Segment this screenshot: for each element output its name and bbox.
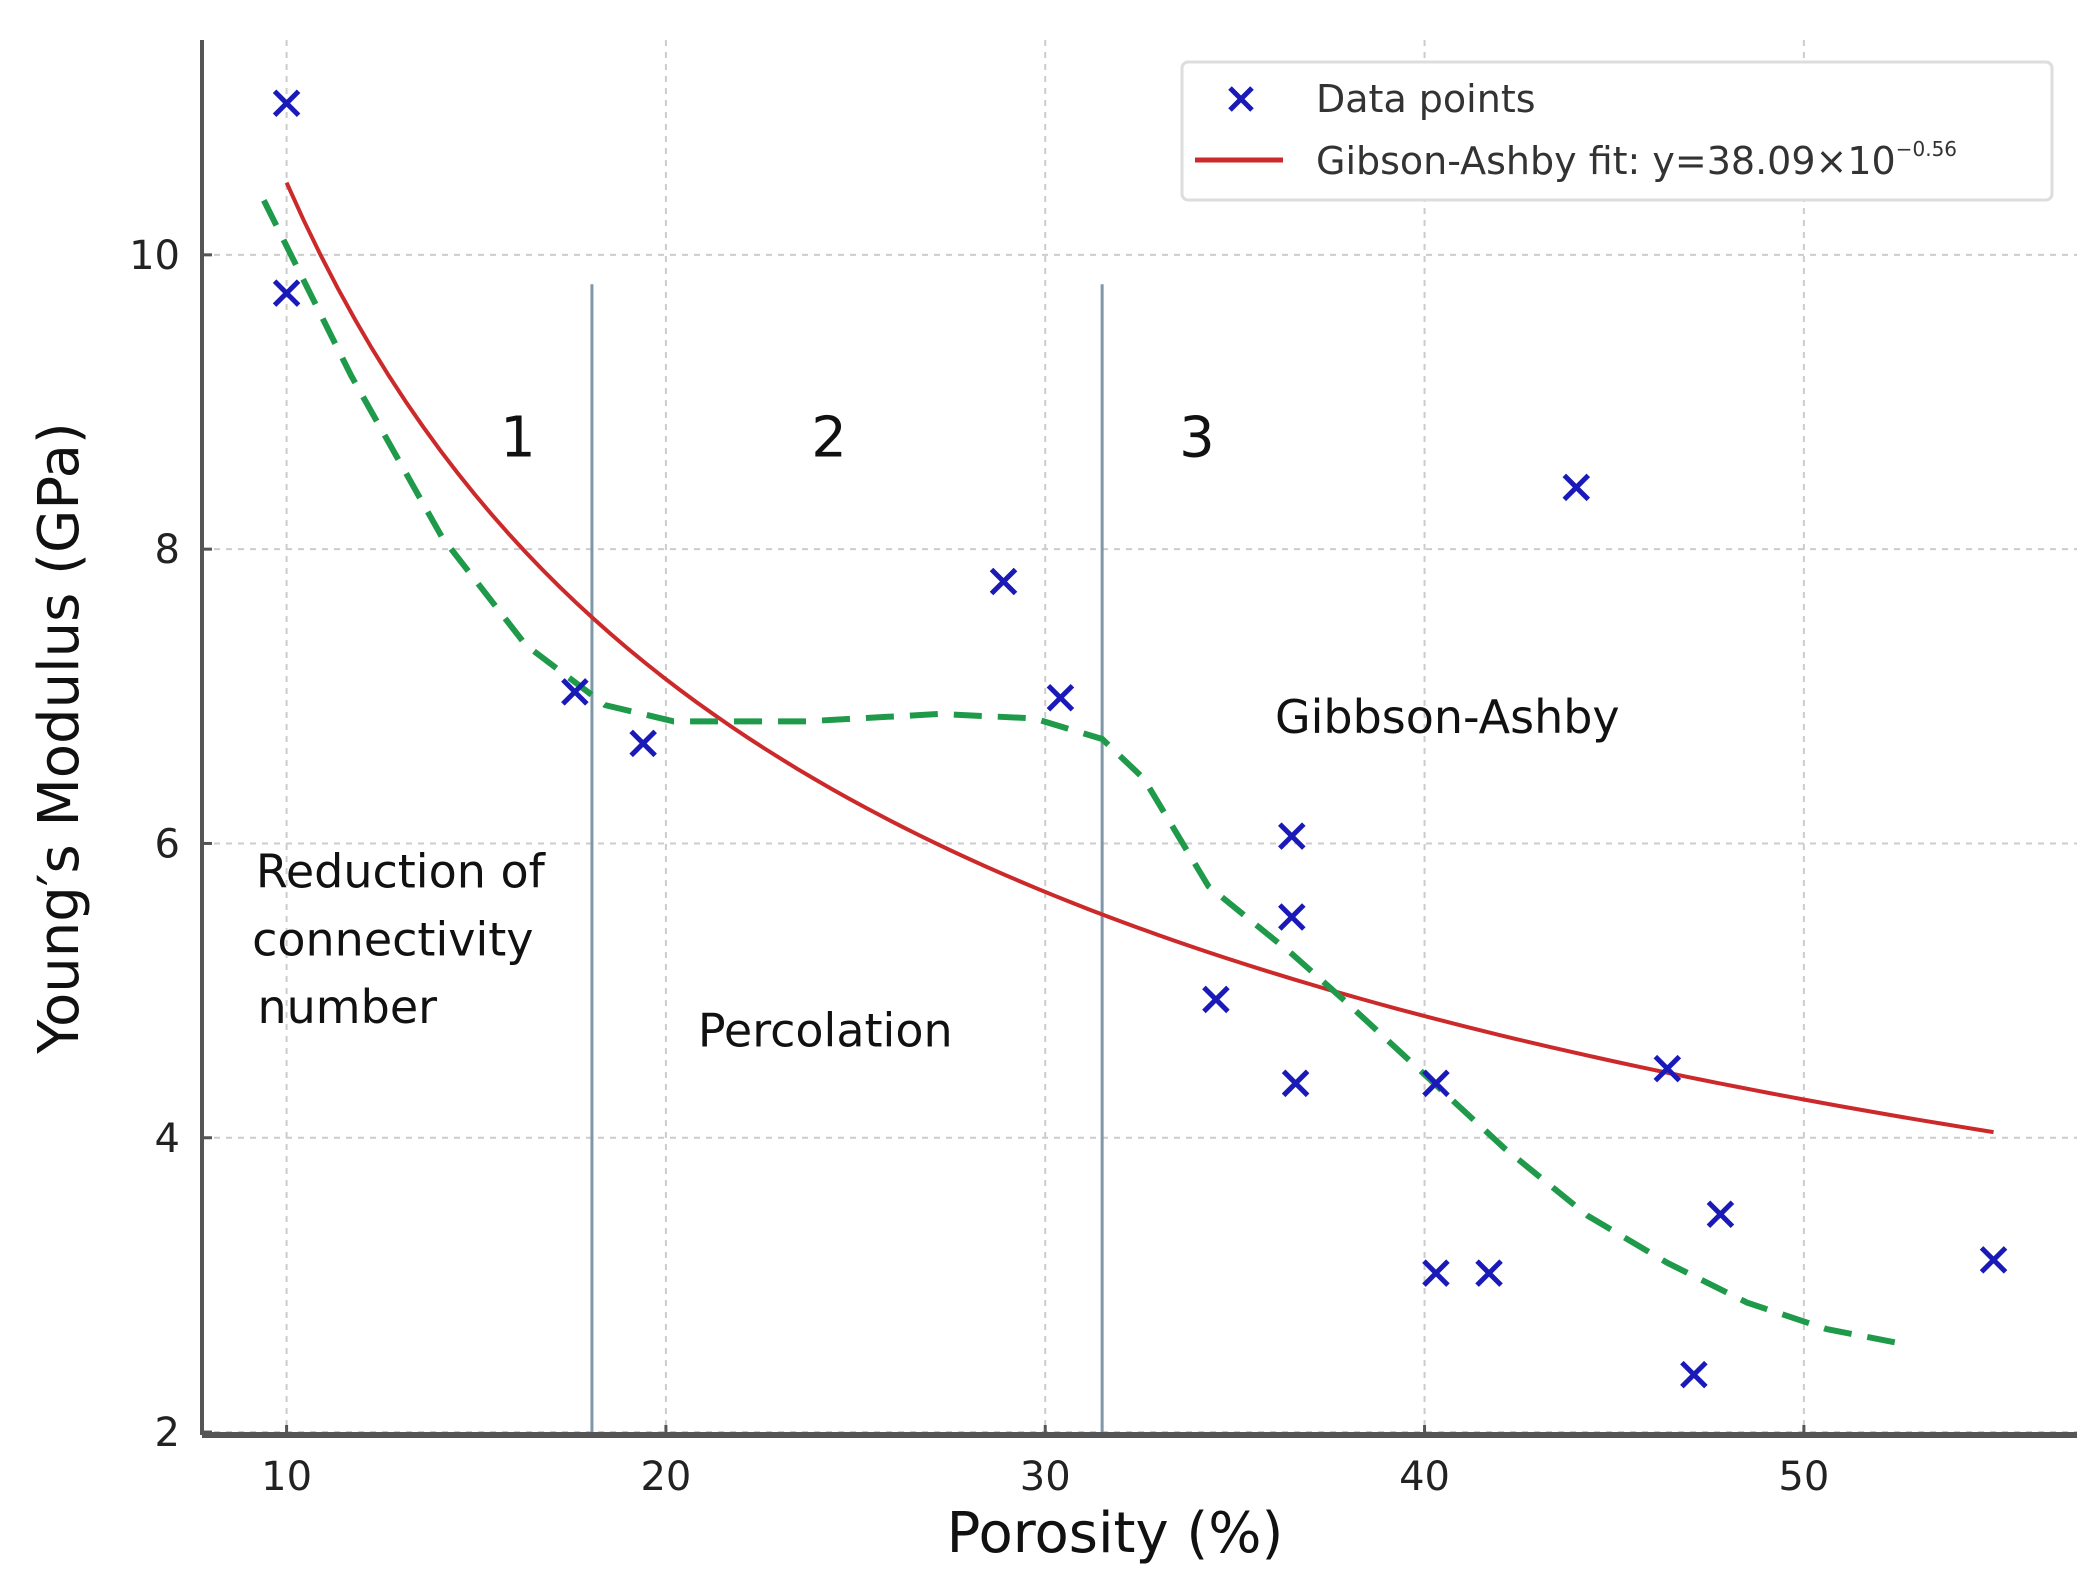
- gibson-ashby-fit-line: [284, 181, 1994, 1135]
- legend-frame: [1180, 60, 2054, 202]
- legend-label-fit: Gibson-Ashby fit: y=38.09×10−0.56: [1316, 137, 1957, 183]
- data-point: [1979, 1246, 2008, 1274]
- x-tick-label: 40: [1399, 1454, 1450, 1500]
- data-point: [1706, 1200, 1735, 1229]
- data-point: [1422, 1069, 1450, 1098]
- annotation: connectivity: [252, 912, 533, 966]
- x-tick-label: 30: [1020, 1454, 1071, 1500]
- data-point-stroke: [1562, 473, 1591, 502]
- annotation: Gibbson-Ashby: [1275, 690, 1620, 744]
- annotation: number: [258, 980, 438, 1034]
- legend-marker-x-icon: [1228, 86, 1254, 112]
- data-point-stroke: [1706, 1200, 1735, 1229]
- data-point-stroke: [1422, 1069, 1450, 1098]
- data-point: [1562, 473, 1591, 502]
- x-tick-label: 50: [1778, 1454, 1829, 1500]
- annotation: 3: [1179, 405, 1215, 470]
- x-tick-label: 20: [640, 1454, 691, 1500]
- annotation: Percolation: [698, 1004, 953, 1058]
- legend: Data points Gibson-Ashby fit: y=38.09×10…: [1180, 60, 2054, 202]
- data-point-stroke: [1202, 985, 1230, 1014]
- axes: 10 20 30 40 50 2 4 6 8 10: [129, 40, 2077, 1500]
- data-point-stroke: [1278, 822, 1306, 850]
- data-point-stroke: [1979, 1246, 2008, 1274]
- series: [261, 89, 2008, 1389]
- data-point: [272, 89, 301, 118]
- data-point: [272, 279, 301, 307]
- annotation: 2: [811, 405, 847, 470]
- data-point: [561, 678, 589, 706]
- data-point: [1278, 822, 1306, 850]
- data-point-stroke: [1278, 903, 1306, 931]
- data-point-stroke: [1046, 684, 1075, 712]
- data-point: [1475, 1259, 1503, 1287]
- data-point: [1046, 684, 1075, 712]
- data-point-stroke: [1653, 1054, 1682, 1083]
- y-tick-label: 10: [129, 233, 180, 279]
- x-tick-label: 10: [261, 1454, 312, 1500]
- data-point-stroke: [272, 89, 301, 118]
- data-point-stroke: [561, 678, 589, 706]
- y-axis-label: Young′s Modulus (GPa): [27, 422, 92, 1055]
- data-point-stroke: [629, 729, 657, 758]
- grid: [202, 40, 2077, 1435]
- y-tick-label: 8: [155, 527, 180, 573]
- data-point: [1202, 985, 1230, 1014]
- annotations: 1 2 3 Gibbson-Ashby Percolation Reduction of c…: [252, 405, 1620, 1057]
- x-axis-label: Porosity (%): [947, 1501, 1284, 1566]
- data-point-stroke: [1281, 1069, 1310, 1098]
- data-point: [1281, 1069, 1310, 1098]
- y-tick-label: 2: [155, 1410, 180, 1456]
- trend-line-dashed: [261, 199, 1904, 1347]
- y-tick-label: 4: [155, 1116, 180, 1162]
- data-point-stroke: [1680, 1360, 1708, 1389]
- data-point: [1680, 1360, 1708, 1389]
- data-point: [1278, 903, 1306, 931]
- data-point: [989, 567, 1018, 596]
- region-boundaries: [590, 284, 1104, 1435]
- data-point-stroke: [1422, 1259, 1450, 1287]
- annotation: 1: [500, 405, 536, 470]
- data-point: [1653, 1054, 1682, 1083]
- data-point: [629, 729, 657, 758]
- legend-label-data-points: Data points: [1316, 77, 1536, 121]
- annotation: Reduction of: [256, 845, 547, 899]
- data-point-stroke: [272, 279, 301, 307]
- data-point-stroke: [989, 567, 1018, 596]
- data-point: [1422, 1259, 1450, 1287]
- y-tick-label: 6: [155, 821, 180, 867]
- data-point-stroke: [1475, 1259, 1503, 1287]
